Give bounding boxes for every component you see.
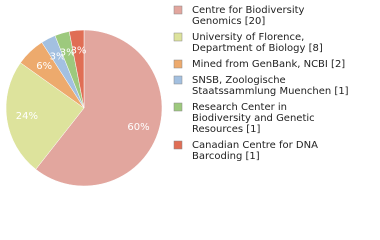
legend-swatch [173, 75, 183, 85]
pie-slice [35, 29, 163, 187]
slice-label: 6% [36, 61, 52, 72]
legend-label: Mined from GenBank, NCBI [2] [192, 59, 345, 70]
pie-slice [68, 29, 85, 109]
legend-label: Canadian Centre for DNA Barcoding [1] [192, 140, 318, 162]
slice-label: 24% [16, 111, 38, 122]
legend-swatch [173, 32, 183, 42]
legend-swatch [173, 102, 183, 112]
slice-label: 3% [71, 46, 87, 57]
legend-label: Research Center in Biodiversity and Genet… [192, 102, 315, 135]
slice-label: 3% [60, 48, 76, 59]
legend-swatch [173, 5, 183, 15]
legend-label: University of Florence, Department of Bio… [192, 32, 323, 54]
slice-label: 3% [50, 52, 66, 63]
legend-swatch [173, 140, 183, 150]
pie-slice [5, 62, 85, 170]
legend-swatch [173, 59, 183, 69]
legend-label: Centre for Biodiversity Genomics [20] [192, 5, 305, 27]
slice-label: 60% [127, 122, 149, 133]
legend-label: SNSB, Zoologische Staatssammlung Muenchen… [192, 75, 349, 97]
